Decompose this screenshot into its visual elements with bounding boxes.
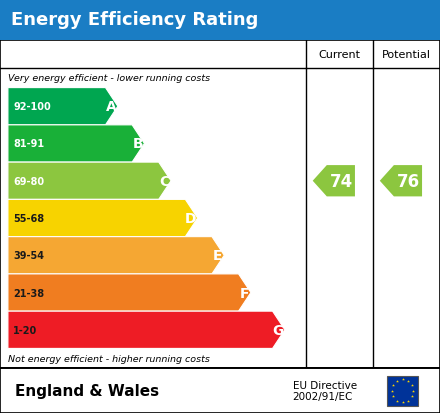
Polygon shape bbox=[8, 88, 118, 126]
Bar bbox=[0, 368, 440, 413]
Text: 76: 76 bbox=[397, 172, 420, 190]
Text: 1-20: 1-20 bbox=[13, 325, 37, 335]
Text: EU Directive
2002/91/EC: EU Directive 2002/91/EC bbox=[293, 380, 357, 401]
Text: 92-100: 92-100 bbox=[13, 102, 51, 112]
Polygon shape bbox=[8, 200, 198, 237]
Polygon shape bbox=[8, 163, 171, 200]
Text: Potential: Potential bbox=[382, 50, 431, 59]
Text: England & Wales: England & Wales bbox=[15, 383, 160, 398]
Text: D: D bbox=[185, 211, 197, 225]
Text: 81-91: 81-91 bbox=[13, 139, 44, 149]
Text: G: G bbox=[272, 323, 284, 337]
Text: 39-54: 39-54 bbox=[13, 251, 44, 261]
Text: Current: Current bbox=[319, 50, 360, 59]
Bar bbox=[0, 40, 440, 368]
Text: E: E bbox=[213, 249, 222, 263]
Text: 55-68: 55-68 bbox=[13, 214, 44, 223]
Text: Energy Efficiency Rating: Energy Efficiency Rating bbox=[11, 11, 258, 29]
Text: C: C bbox=[159, 174, 169, 188]
Text: Not energy efficient - higher running costs: Not energy efficient - higher running co… bbox=[8, 354, 210, 363]
Polygon shape bbox=[8, 311, 285, 349]
Text: 74: 74 bbox=[330, 172, 353, 190]
Polygon shape bbox=[8, 237, 224, 274]
Text: 69-80: 69-80 bbox=[13, 176, 44, 186]
Bar bbox=[0, 0, 440, 40]
Bar bbox=[387, 376, 418, 406]
Text: B: B bbox=[132, 137, 143, 151]
Polygon shape bbox=[380, 166, 422, 197]
Text: Very energy efficient - lower running costs: Very energy efficient - lower running co… bbox=[8, 74, 210, 83]
Text: A: A bbox=[106, 100, 117, 114]
Text: 21-38: 21-38 bbox=[13, 288, 44, 298]
Polygon shape bbox=[8, 274, 251, 311]
Text: F: F bbox=[239, 286, 249, 300]
Polygon shape bbox=[313, 166, 355, 197]
Polygon shape bbox=[8, 126, 144, 163]
